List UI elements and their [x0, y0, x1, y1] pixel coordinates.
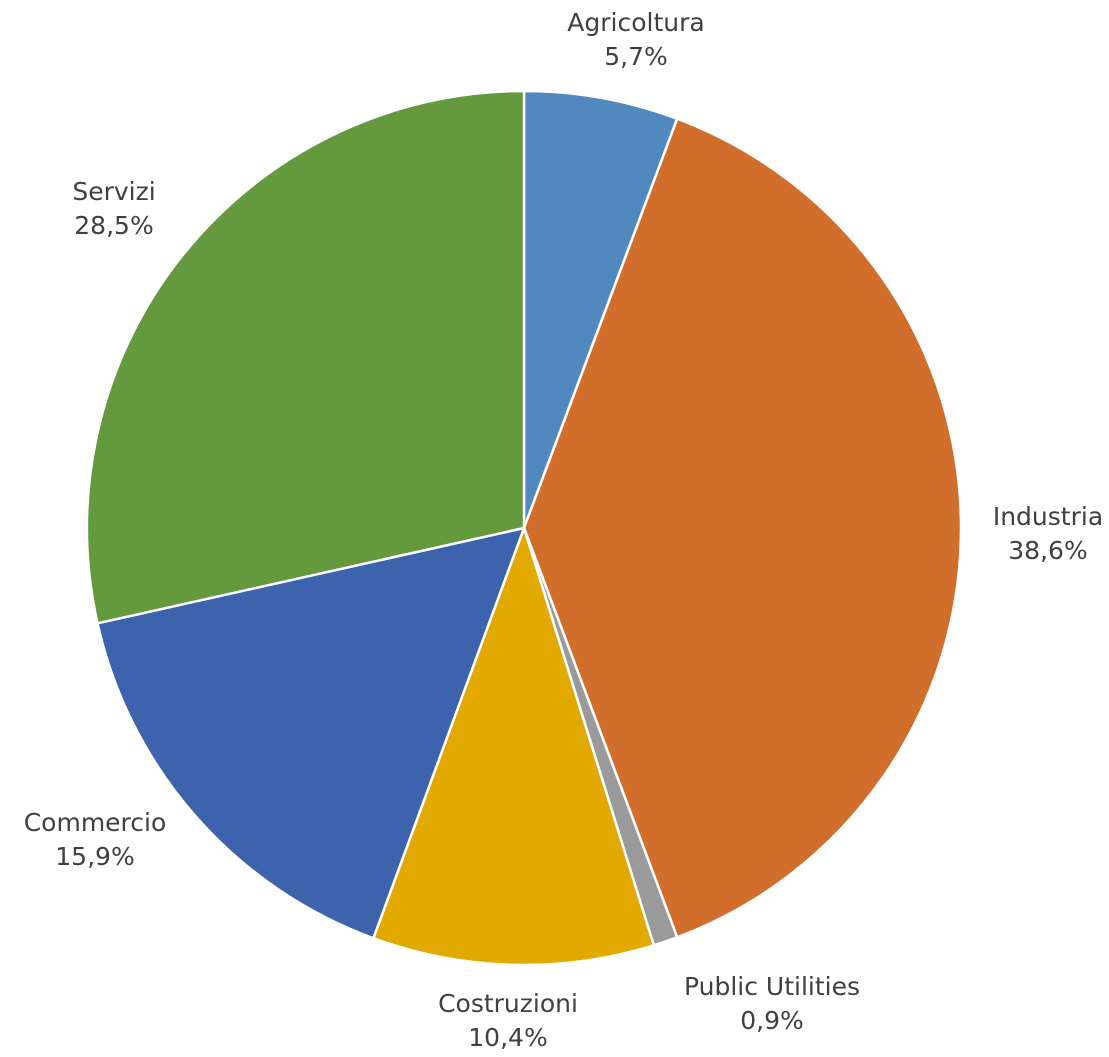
slice-industria: [522, 117, 963, 939]
pie-labels: Agricoltura 5,7% Industria 38,6% Public Util…: [24, 8, 1103, 1052]
slice-costruzioni: [372, 526, 656, 967]
slice-commercio: [96, 526, 526, 940]
slice-label-commercio: Commercio: [24, 808, 167, 837]
slice-label-agricoltura: Agricoltura: [567, 8, 704, 37]
slice-agricoltura: [522, 89, 679, 530]
slice-value-public-utilities: 0,9%: [740, 1006, 804, 1035]
pie-slices: [85, 89, 963, 967]
slice-value-agricoltura: 5,7%: [604, 42, 668, 71]
slice-label-servizi: Servizi: [72, 177, 155, 206]
slice-servizi: [85, 89, 526, 625]
slice-label-industria: Industria: [993, 502, 1103, 531]
slice-label-costruzioni: Costruzioni: [438, 989, 578, 1018]
slice-value-commercio: 15,9%: [55, 842, 134, 871]
slice-value-servizi: 28,5%: [74, 211, 153, 240]
slice-value-industria: 38,6%: [1008, 536, 1087, 565]
slice-value-costruzioni: 10,4%: [468, 1023, 547, 1052]
slice-label-public-utilities: Public Utilities: [684, 972, 860, 1001]
